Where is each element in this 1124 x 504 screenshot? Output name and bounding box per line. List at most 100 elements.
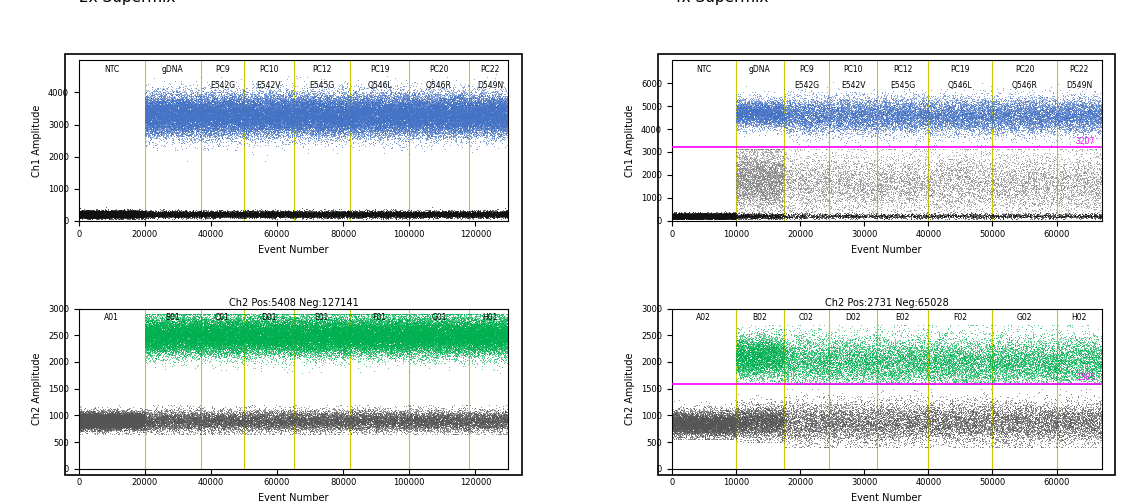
Point [307,99,325,107]
Point [129,210,147,218]
Point [146,415,164,423]
Point [232,337,250,345]
Point [474,120,492,129]
Point [330,208,348,216]
Point [752,346,770,354]
Point [223,108,241,116]
Point [948,108,966,116]
Point [191,310,209,318]
Point [831,110,849,118]
Point [330,124,348,132]
Point [236,207,254,215]
Point [676,422,694,430]
Point [741,395,759,403]
Point [147,108,165,116]
Point [284,321,302,329]
Point [807,422,825,430]
Point [190,340,208,348]
Point [776,349,794,357]
Point [391,99,409,107]
Point [361,420,379,428]
Point [1084,102,1102,110]
Point [918,370,936,379]
Point [320,116,338,124]
Point [1030,429,1048,437]
Point [283,331,301,339]
Point [779,172,797,180]
Point [130,210,148,218]
Point [243,327,261,335]
Point [337,118,355,126]
Point [678,212,696,220]
Point [126,210,144,218]
Point [432,210,450,218]
Point [124,211,142,219]
Point [344,99,362,107]
Point [352,342,370,350]
Point [216,331,234,339]
Point [468,109,486,117]
Point [430,321,448,329]
Point [188,336,206,344]
Point [678,212,696,220]
Point [796,343,814,351]
Point [110,423,128,431]
Point [242,406,260,414]
Point [411,347,429,355]
Point [443,336,461,344]
Point [97,209,115,217]
Point [814,355,832,363]
Point [380,334,398,342]
Point [495,337,513,345]
Point [439,328,457,336]
Point [843,367,861,375]
Point [229,414,247,422]
Point [468,325,486,333]
Point [741,347,759,355]
Point [676,213,694,221]
Point [299,122,317,130]
Point [207,333,225,341]
Point [845,104,863,112]
Point [330,343,348,351]
Point [328,125,346,133]
Point [386,121,404,129]
Point [354,323,372,331]
Point [260,106,278,114]
Point [252,111,270,119]
Point [827,120,845,128]
Point [761,429,779,437]
Point [277,117,294,125]
Point [243,212,261,220]
Point [400,94,418,102]
Point [856,351,874,359]
Point [830,164,847,172]
Point [223,104,241,112]
Point [391,335,409,343]
Point [443,342,461,350]
Point [741,110,759,118]
Point [768,190,786,198]
Point [858,431,876,439]
Point [360,112,378,120]
Point [233,117,251,125]
Point [836,408,854,416]
Point [266,115,284,123]
Point [126,416,144,424]
Point [256,209,274,217]
Point [740,355,758,363]
Point [1017,213,1035,221]
Point [174,334,192,342]
Point [148,129,166,137]
Point [312,419,330,427]
Point [1039,125,1057,133]
Point [391,341,409,349]
Point [980,423,998,431]
Point [219,344,237,352]
Point [783,186,801,194]
Point [202,323,220,331]
Point [147,316,165,324]
Point [904,115,922,123]
Point [91,209,109,217]
Point [93,420,111,428]
